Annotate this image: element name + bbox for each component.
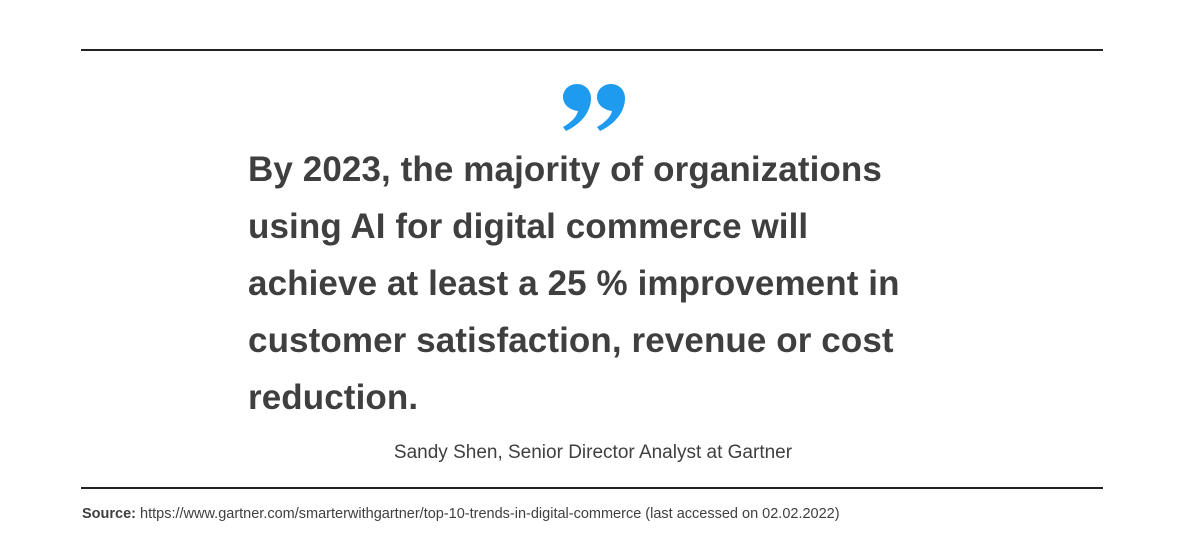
source-line: Source: https://www.gartner.com/smarterw… [82, 504, 840, 524]
closing-quote-icon [563, 84, 625, 131]
quote-text: By 2023, the majority of organizations u… [248, 150, 900, 417]
bottom-divider [81, 487, 1103, 489]
top-divider [81, 49, 1103, 51]
source-url: https://www.gartner.com/smarterwithgartn… [140, 506, 840, 522]
quote-attribution: Sandy Shen, Senior Director Analyst at G… [393, 442, 793, 463]
source-label: Source: [82, 506, 136, 522]
